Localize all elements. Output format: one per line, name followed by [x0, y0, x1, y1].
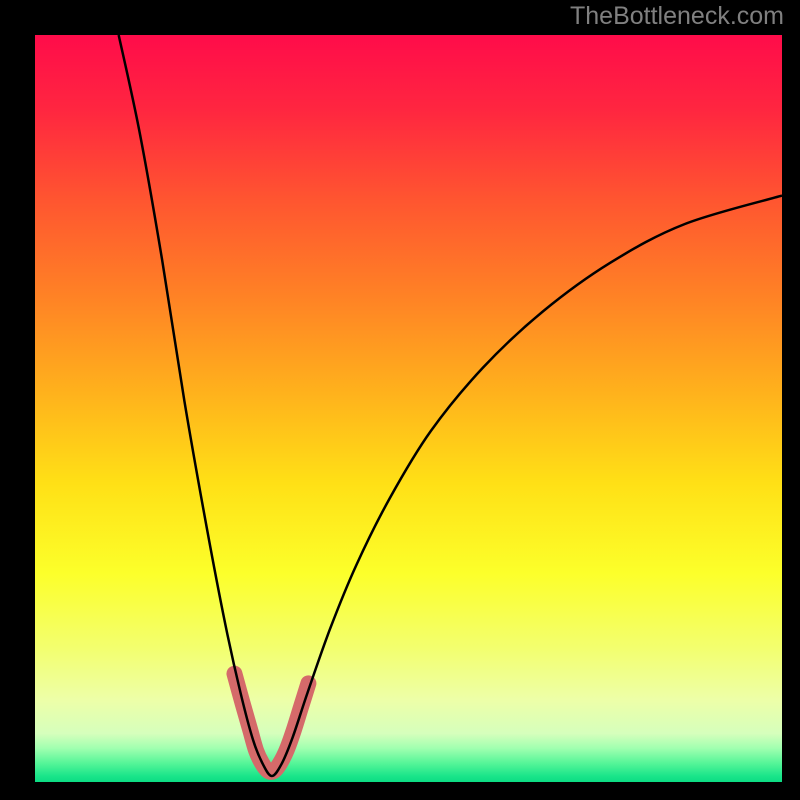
- chart-svg: [35, 35, 782, 782]
- watermark-text: TheBottleneck.com: [570, 2, 784, 31]
- gradient-background: [35, 35, 782, 782]
- chart-plot-area: [35, 35, 782, 782]
